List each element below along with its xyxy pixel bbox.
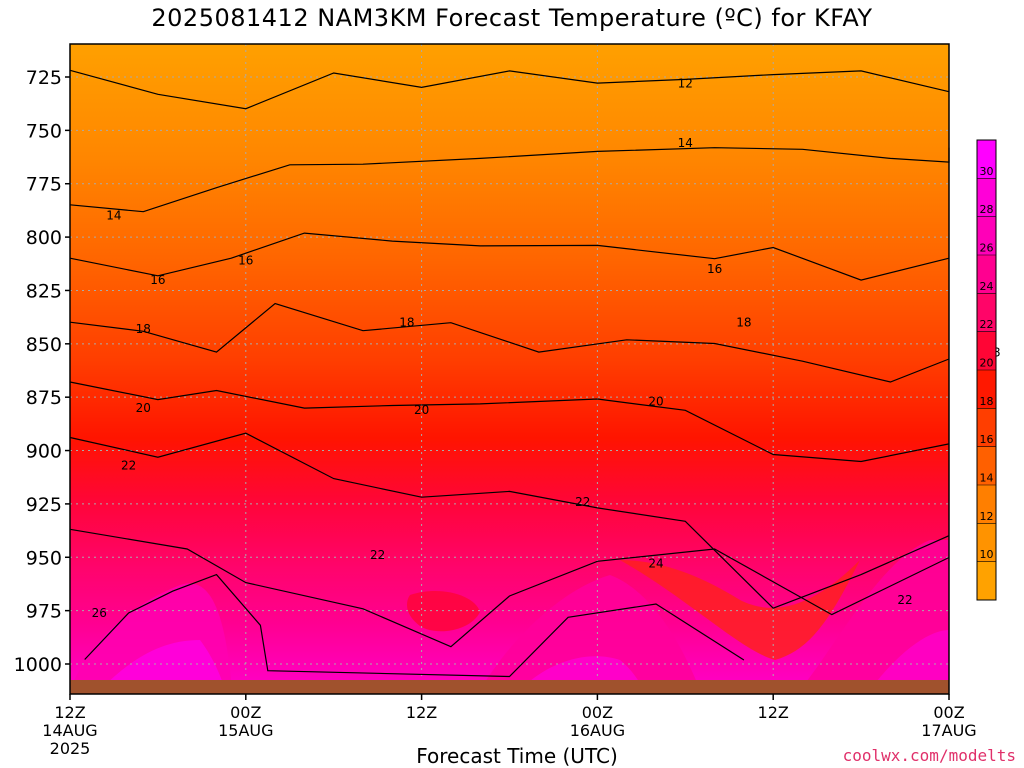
- ytick-label-825: 825: [26, 280, 62, 302]
- xtick-label-5-top: 00Z: [933, 703, 964, 722]
- warm-region-1: [100, 640, 225, 690]
- colorbar-band-14: [977, 446, 996, 485]
- colorbar-label-22: 22: [980, 318, 994, 331]
- isoline-22: [69, 432, 950, 609]
- warm-region-5: [870, 630, 949, 690]
- chart-title: 2025081412 NAM3KM Forecast Temperature (…: [151, 4, 873, 32]
- contour-label-20: 22: [897, 593, 912, 607]
- xtick-label-1-mid: 15AUG: [218, 721, 273, 740]
- colorbar-label-16: 16: [980, 433, 994, 446]
- ytick-label-975: 975: [26, 601, 62, 623]
- ytick-label-950: 950: [26, 547, 62, 569]
- warm-region-2: [480, 575, 700, 690]
- ytick-label-900: 900: [26, 441, 62, 463]
- isoline-14: [69, 147, 950, 213]
- contour-label-6: 16: [238, 254, 253, 268]
- xtick-label-0-top: 12Z: [54, 703, 85, 722]
- isoline-26: [84, 573, 745, 678]
- colorbar-band-16: [977, 408, 996, 447]
- colorbar-label-12: 12: [980, 510, 994, 523]
- ytick-label-925: 925: [26, 494, 62, 516]
- xtick-label-0-mid: 14AUG: [42, 721, 97, 740]
- colorbar-band-20: [977, 331, 996, 370]
- colorbar-label-10: 10: [980, 548, 994, 561]
- colorbar-band-30: [977, 140, 996, 179]
- colorbar-label-30: 30: [980, 165, 994, 178]
- warm-region-6: [407, 591, 480, 632]
- colorbar-label-28: 28: [980, 203, 994, 216]
- contour-label-14: 20: [414, 403, 429, 417]
- colorbar-band-12: [977, 485, 996, 524]
- contour-label-18: 22: [370, 548, 385, 562]
- isoline-24: [69, 528, 950, 648]
- colorbar-band-26: [977, 216, 996, 255]
- ytick-label-875: 875: [26, 387, 62, 409]
- colorbar-label-14: 14: [980, 471, 994, 484]
- x-axis-title: Forecast Time (UTC): [416, 744, 618, 768]
- ytick-label-775: 775: [26, 174, 62, 196]
- colorbar-label-20: 20: [980, 356, 994, 369]
- contour-label-10: 18: [399, 315, 414, 329]
- ground-surface: [70, 680, 949, 694]
- contour-label-21: 24: [648, 557, 663, 571]
- contour-label-19: 22: [575, 495, 590, 509]
- credit-link[interactable]: coolwx.com/modelts: [842, 746, 1016, 765]
- contour-label-11: 18: [736, 315, 751, 329]
- colorbar-band-22: [977, 293, 996, 332]
- contour-label-7: 16: [707, 262, 722, 276]
- xtick-label-5-mid: 17AUG: [921, 721, 976, 740]
- colorbar-band-24: [977, 255, 996, 294]
- xtick-label-0-bot: 2025: [50, 739, 91, 758]
- temperature-fill: [70, 44, 949, 680]
- ytick-label-750: 750: [26, 120, 62, 142]
- colorbar-band-10: [977, 523, 996, 562]
- contour-label-9: 18: [136, 322, 151, 336]
- contour-label-22: 26: [92, 606, 107, 620]
- colorbar-band-18: [977, 370, 996, 409]
- ytick-label-1000: 1000: [14, 654, 62, 676]
- contour-label-5: 16: [150, 273, 165, 287]
- contour-label-15: 20: [648, 394, 663, 408]
- colorbar-band-8: [977, 561, 996, 600]
- contour-label-3: 14: [678, 136, 693, 150]
- axes: 725 750 775 800 825 850 875 900 925 950 975 1000 12Z…: [14, 43, 977, 758]
- isoline-16: [69, 232, 950, 281]
- isoline-12: [69, 69, 950, 110]
- ytick-label-725: 725: [26, 67, 62, 89]
- colorbar-band-28: [977, 178, 996, 217]
- xtick-label-1-top: 00Z: [230, 703, 261, 722]
- ytick-label-800: 800: [26, 227, 62, 249]
- ytick-label-850: 850: [26, 334, 62, 356]
- xtick-label-3-mid: 16AUG: [570, 721, 625, 740]
- colorbar-label-24: 24: [980, 280, 994, 293]
- contour-label-13: 20: [136, 401, 151, 415]
- contour-label-0: 12: [678, 76, 693, 90]
- plot-frame: [69, 43, 950, 695]
- contour-label-17: 22: [121, 458, 136, 472]
- contour-label-2: 14: [106, 209, 121, 223]
- isoline-20: [69, 381, 950, 463]
- grid-lines: [70, 44, 949, 680]
- xtick-label-2-top: 12Z: [406, 703, 437, 722]
- xtick-label-3-top: 00Z: [582, 703, 613, 722]
- colorbar-label-26: 26: [980, 241, 994, 254]
- contour-labels: 12 12 14 14 14 16 16 16 16 18 18 18 18 20 20 20 20 22 22 22…: [92, 76, 1001, 620]
- colorbar: 10 12 14 16 18 20 22 24 26 28 30: [976, 139, 997, 601]
- colorbar-label-18: 18: [980, 395, 994, 408]
- contour-lines: [69, 69, 950, 678]
- xtick-label-4-top: 12Z: [758, 703, 789, 722]
- isoline-18: [69, 302, 950, 383]
- warm-region-7: [620, 560, 860, 660]
